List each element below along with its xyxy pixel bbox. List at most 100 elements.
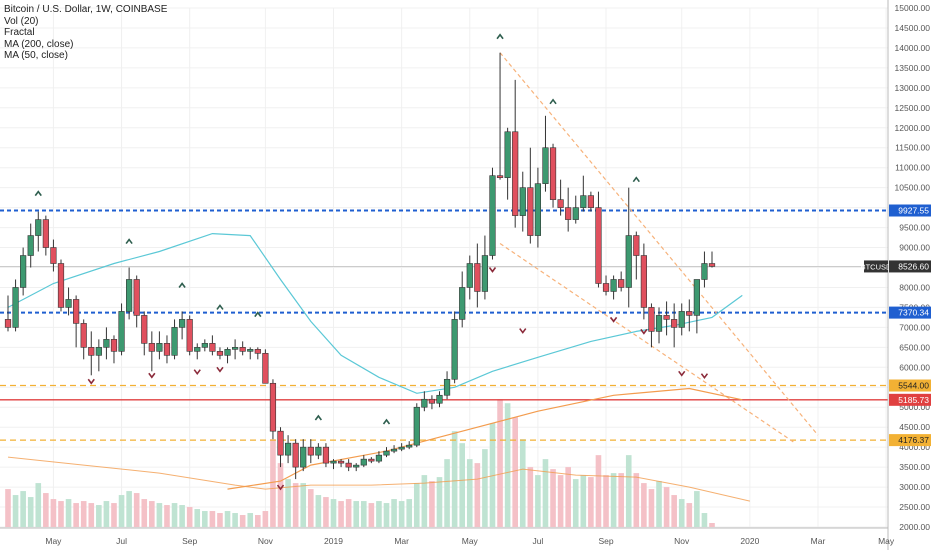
candle xyxy=(693,279,700,334)
volume-bar xyxy=(565,467,571,527)
candle-body xyxy=(277,430,284,456)
candle-body xyxy=(103,339,110,348)
legend-title[interactable]: Bitcoin / U.S. Dollar, 1W, COINBASE xyxy=(4,4,168,15)
candle xyxy=(572,195,579,224)
legend-ma200[interactable]: MA (200, close) xyxy=(4,38,74,50)
candle-body xyxy=(353,464,360,468)
candle xyxy=(80,319,87,360)
volume-bar xyxy=(436,477,443,527)
candle xyxy=(239,341,246,356)
candle xyxy=(618,271,625,292)
time-tick-label: Nov xyxy=(258,536,274,546)
candle-body xyxy=(534,183,541,236)
volume-bar xyxy=(489,423,496,527)
candle xyxy=(686,299,693,332)
candle xyxy=(216,347,224,360)
fractal-down-icon xyxy=(519,328,527,334)
candle xyxy=(42,215,49,256)
candle-body xyxy=(201,343,208,348)
volume-bar xyxy=(96,505,102,527)
candle xyxy=(171,319,178,360)
candle-body xyxy=(671,319,678,328)
candle-body xyxy=(171,327,178,356)
candle xyxy=(527,147,534,244)
candle xyxy=(35,211,42,252)
candle xyxy=(625,187,632,308)
volume-bar xyxy=(315,495,322,527)
price-tick-label: 3000.00 xyxy=(899,482,930,492)
price-tick-label: 13000.00 xyxy=(895,83,931,93)
volume-bar xyxy=(270,439,276,527)
moving-averages xyxy=(7,232,751,502)
candle xyxy=(390,445,398,454)
legend-fractal[interactable]: Fractal xyxy=(4,27,35,38)
trend-lines xyxy=(499,52,819,444)
price-axis[interactable]: 2000.00 2500.00 3000.00 3500.00 4000.00 4500.… xyxy=(887,0,932,550)
volume-bar xyxy=(202,511,208,527)
fractal-markers xyxy=(34,33,709,491)
level-label-box xyxy=(889,204,931,217)
candle xyxy=(512,79,519,228)
time-tick-label: Sep xyxy=(182,536,197,546)
candle xyxy=(353,463,360,472)
candle xyxy=(156,331,163,360)
fractal-down-icon xyxy=(148,372,156,379)
candle-body xyxy=(224,349,231,356)
legend-ma50[interactable]: MA (50, close) xyxy=(4,50,68,61)
volume-bar xyxy=(88,503,95,527)
candle-body xyxy=(284,442,292,456)
price-tick-label: 4500.00 xyxy=(899,422,930,432)
candle xyxy=(489,167,496,260)
candle-body xyxy=(451,319,458,380)
candle-body xyxy=(141,315,148,344)
volume-bar xyxy=(323,497,329,527)
time-axis[interactable]: May Jul Sep Nov 2019 Mar May Jul Sep Nov 2020 Mar Ma… xyxy=(0,527,895,546)
time-tick-label: Mar xyxy=(394,536,409,546)
candle xyxy=(708,251,716,268)
legend-volume[interactable]: Vol (20) xyxy=(4,15,39,27)
fractal-down-icon xyxy=(216,366,224,373)
candle xyxy=(671,303,678,348)
current-price-box xyxy=(889,260,931,273)
candle xyxy=(406,441,413,450)
candle xyxy=(4,295,12,332)
fractal-up-icon xyxy=(125,238,133,245)
candle-body xyxy=(663,315,670,320)
volume-bar xyxy=(535,475,541,527)
fractal-up-icon xyxy=(496,33,504,40)
candle xyxy=(50,239,57,272)
candle xyxy=(375,451,383,464)
candle xyxy=(262,349,269,384)
candle-body xyxy=(496,175,504,178)
fractal-down-icon xyxy=(488,267,497,273)
volume-bar xyxy=(550,469,556,527)
candle xyxy=(428,395,436,410)
candle xyxy=(610,275,617,300)
candle-body xyxy=(406,444,413,448)
candle xyxy=(224,347,231,364)
price-tick-label: 11000.00 xyxy=(895,163,930,173)
candle xyxy=(110,335,118,364)
candle-body xyxy=(42,219,49,248)
candle xyxy=(284,435,292,464)
candle xyxy=(542,115,549,192)
volume-bar xyxy=(12,495,19,527)
time-tick-label: Mar xyxy=(811,536,826,546)
volume-bar xyxy=(497,399,503,527)
candle-body xyxy=(527,187,534,236)
volume-bar xyxy=(603,475,609,527)
candle-body xyxy=(247,349,254,352)
volume-bar xyxy=(247,513,254,527)
candle xyxy=(330,459,337,470)
candle-body xyxy=(557,199,564,208)
candlesticks[interactable] xyxy=(4,52,716,480)
candle-body xyxy=(481,255,489,292)
candle xyxy=(549,143,557,208)
candle xyxy=(73,295,80,348)
fractal-down-icon xyxy=(193,369,201,376)
volume-bar xyxy=(20,491,26,527)
candle-body xyxy=(292,442,299,468)
candle xyxy=(292,439,299,480)
fractal-up-icon xyxy=(382,418,391,425)
